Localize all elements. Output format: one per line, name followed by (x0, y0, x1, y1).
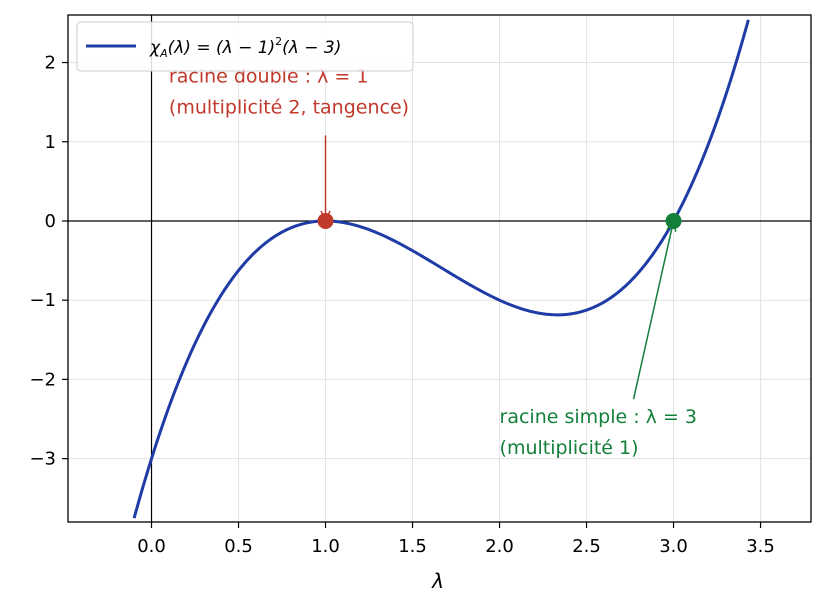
reference-lines (68, 15, 811, 522)
tick-layer: 0.0 0.5 1.0 1.5 2.0 2.5 3.0 3.5 −3 −2 −1 0 1 2 (29, 53, 774, 557)
y-tick-label: 1 (45, 132, 56, 153)
x-tick-label: 2.0 (485, 536, 514, 557)
legend: χA(λ) = (λ − 1)2(λ − 3) (76, 21, 414, 72)
root-marker (317, 212, 334, 229)
x-tick-label: 3.5 (746, 536, 775, 557)
plot-area (68, 15, 811, 522)
legend-box (76, 21, 414, 72)
legend-subscript: A (159, 47, 168, 60)
legend-label: χA(λ) = (λ − 1)2(λ − 3) (149, 35, 341, 60)
legend-superscript: 2 (275, 35, 282, 48)
series-layer (132, 19, 750, 519)
root-marker (665, 212, 682, 229)
x-tick-label: 0.5 (224, 536, 253, 557)
x-axis-label: λ (431, 569, 444, 593)
plot-frame (67, 14, 812, 523)
point-layer (317, 212, 682, 229)
series-line (132, 19, 750, 519)
legend-mid: (λ) = (λ − 1) (168, 38, 276, 58)
y-tick-label: 2 (45, 53, 56, 74)
y-tick-label: −3 (29, 449, 56, 470)
y-tick-label: −1 (29, 290, 56, 311)
legend-chi: χ (149, 38, 161, 58)
x-tick-label: 1.5 (398, 536, 427, 557)
y-tick-label: −2 (29, 369, 56, 390)
annotation-arrow-line (632, 220, 675, 400)
legend-end: (λ − 3) (282, 38, 341, 58)
x-tick-label: 0.0 (137, 536, 166, 557)
x-tick-label: 3.0 (659, 536, 688, 557)
annotation-line-1: racine simple : λ = 3 (500, 406, 697, 428)
annotation-line-2: (multiplicité 2, tangence) (169, 96, 409, 118)
annotation-layer: racine double : λ = 1(multiplicité 2, ta… (169, 65, 697, 459)
annotation-line-2: (multiplicité 1) (500, 437, 639, 459)
x-tick-label: 1.0 (311, 536, 340, 557)
x-tick-label: 2.5 (572, 536, 601, 557)
y-tick-label: 0 (45, 211, 56, 232)
